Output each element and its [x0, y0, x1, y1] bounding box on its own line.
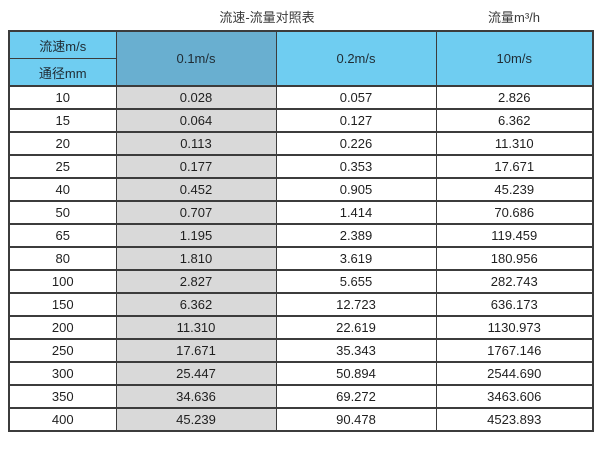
flow-value-cell-0-1ms: 34.636: [115, 384, 277, 409]
table-row: 300 25.447 50.894 2544.690: [8, 361, 594, 386]
flow-value-cell-10ms: 6.362: [435, 108, 594, 133]
page-title: 流速-流量对照表: [219, 10, 315, 25]
table-row: 200 11.310 22.619 1130.973: [8, 315, 594, 340]
flow-value-cell-0-2ms: 35.343: [275, 338, 437, 363]
diameter-cell: 200: [8, 315, 117, 340]
diameter-unit-label: 通径mm: [8, 58, 117, 87]
header-row-top: 流速m/s 0.1m/s 0.2m/s 10m/s: [8, 30, 594, 87]
table-body: 10 0.028 0.057 2.826 15 0.064 0.127 6.36…: [8, 85, 594, 432]
flow-value-cell-0-1ms: 25.447: [115, 361, 277, 386]
flow-value-cell-0-2ms: 0.057: [275, 85, 437, 110]
flow-value-cell-0-2ms: 2.389: [275, 223, 437, 248]
title-bar: 流速-流量对照表 流量m³/h: [0, 0, 600, 30]
diameter-cell: 100: [8, 269, 117, 294]
flow-value-cell-0-1ms: 45.239: [115, 407, 277, 432]
flow-value-cell-0-1ms: 11.310: [115, 315, 277, 340]
diameter-cell: 65: [8, 223, 117, 248]
table-row: 40 0.452 0.905 45.239: [8, 177, 594, 202]
diameter-cell: 80: [8, 246, 117, 271]
table-header: 流速m/s 0.1m/s 0.2m/s 10m/s 通径mm: [8, 30, 594, 87]
flow-value-cell-0-1ms: 0.177: [115, 154, 277, 179]
flow-value-cell-0-2ms: 1.414: [275, 200, 437, 225]
velocity-column-header-0-2: 0.2m/s: [275, 30, 437, 87]
flow-value-cell-10ms: 3463.606: [435, 384, 594, 409]
flow-unit-label: 流量m³/h: [488, 10, 541, 25]
flow-value-cell-0-2ms: 3.619: [275, 246, 437, 271]
table-row: 150 6.362 12.723 636.173: [8, 292, 594, 317]
flow-value-cell-0-2ms: 5.655: [275, 269, 437, 294]
flow-value-cell-10ms: 2544.690: [435, 361, 594, 386]
flow-value-cell-10ms: 45.239: [435, 177, 594, 202]
diameter-cell: 10: [8, 85, 117, 110]
diameter-cell: 40: [8, 177, 117, 202]
flow-value-cell-0-2ms: 22.619: [275, 315, 437, 340]
flow-value-cell-0-2ms: 12.723: [275, 292, 437, 317]
table-row: 250 17.671 35.343 1767.146: [8, 338, 594, 363]
diameter-cell: 20: [8, 131, 117, 156]
table-row: 100 2.827 5.655 282.743: [8, 269, 594, 294]
flow-value-cell-10ms: 1130.973: [435, 315, 594, 340]
diameter-cell: 250: [8, 338, 117, 363]
flow-value-cell-0-1ms: 1.810: [115, 246, 277, 271]
table-row: 25 0.177 0.353 17.671: [8, 154, 594, 179]
diameter-cell: 50: [8, 200, 117, 225]
flow-value-cell-0-2ms: 0.127: [275, 108, 437, 133]
diameter-cell: 25: [8, 154, 117, 179]
flow-value-cell-0-1ms: 0.707: [115, 200, 277, 225]
flow-value-cell-10ms: 2.826: [435, 85, 594, 110]
flow-value-cell-10ms: 70.686: [435, 200, 594, 225]
flow-value-cell-0-1ms: 0.113: [115, 131, 277, 156]
flow-value-cell-10ms: 4523.893: [435, 407, 594, 432]
flow-value-cell-10ms: 11.310: [435, 131, 594, 156]
diameter-cell: 15: [8, 108, 117, 133]
velocity-unit-label: 流速m/s: [8, 30, 117, 59]
flow-value-cell-0-2ms: 0.353: [275, 154, 437, 179]
flow-value-cell-10ms: 17.671: [435, 154, 594, 179]
flow-value-cell-10ms: 119.459: [435, 223, 594, 248]
flow-rate-table: 流速m/s 0.1m/s 0.2m/s 10m/s 通径mm 10 0.028 …: [8, 30, 594, 432]
flow-value-cell-10ms: 180.956: [435, 246, 594, 271]
table-row: 15 0.064 0.127 6.362: [8, 108, 594, 133]
flow-value-cell-0-2ms: 90.478: [275, 407, 437, 432]
flow-value-cell-0-2ms: 0.226: [275, 131, 437, 156]
flow-value-cell-0-2ms: 69.272: [275, 384, 437, 409]
flow-value-cell-0-1ms: 0.452: [115, 177, 277, 202]
table-row: 50 0.707 1.414 70.686: [8, 200, 594, 225]
flow-value-cell-0-1ms: 1.195: [115, 223, 277, 248]
table-row: 400 45.239 90.478 4523.893: [8, 407, 594, 432]
table-row: 65 1.195 2.389 119.459: [8, 223, 594, 248]
flow-value-cell-0-1ms: 6.362: [115, 292, 277, 317]
table-row: 20 0.113 0.226 11.310: [8, 131, 594, 156]
flow-value-cell-10ms: 1767.146: [435, 338, 594, 363]
table-row: 10 0.028 0.057 2.826: [8, 85, 594, 110]
flow-value-cell-0-1ms: 17.671: [115, 338, 277, 363]
table-row: 350 34.636 69.272 3463.606: [8, 384, 594, 409]
velocity-column-header-10: 10m/s: [435, 30, 594, 87]
diameter-cell: 300: [8, 361, 117, 386]
flow-value-cell-10ms: 282.743: [435, 269, 594, 294]
flow-value-cell-0-1ms: 0.028: [115, 85, 277, 110]
flow-value-cell-0-2ms: 0.905: [275, 177, 437, 202]
diameter-cell: 150: [8, 292, 117, 317]
flow-value-cell-10ms: 636.173: [435, 292, 594, 317]
diameter-cell: 350: [8, 384, 117, 409]
flow-value-cell-0-1ms: 0.064: [115, 108, 277, 133]
flow-value-cell-0-2ms: 50.894: [275, 361, 437, 386]
velocity-column-header-0-1: 0.1m/s: [115, 30, 277, 87]
header-row-bottom: 通径mm: [8, 58, 593, 87]
table-row: 80 1.810 3.619 180.956: [8, 246, 594, 271]
flow-value-cell-0-1ms: 2.827: [115, 269, 277, 294]
diameter-cell: 400: [8, 407, 117, 432]
